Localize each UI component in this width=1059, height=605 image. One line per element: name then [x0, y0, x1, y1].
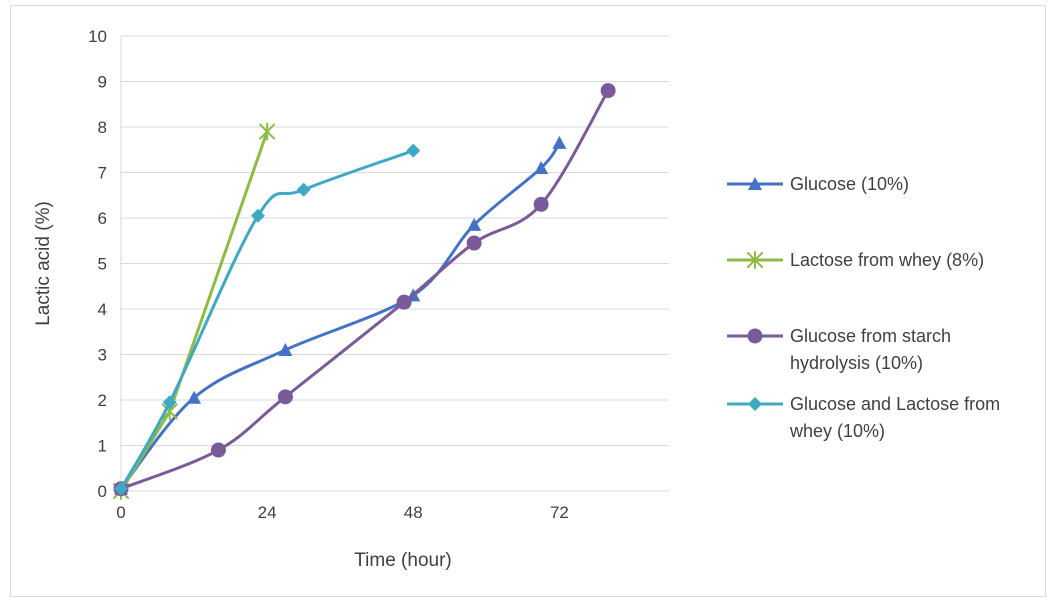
series-2: [113, 122, 276, 500]
legend-marker: [747, 251, 763, 269]
data-point: [114, 481, 128, 496]
y-tick-label: 6: [98, 209, 107, 228]
data-point: [210, 442, 226, 458]
data-point: [251, 208, 265, 223]
x-axis-title: Time (hour): [354, 550, 451, 571]
legend-label: Lactose from whey (8%): [790, 250, 984, 270]
x-tick-label: 72: [550, 503, 569, 522]
data-point: [467, 217, 482, 231]
data-point: [259, 122, 276, 141]
y-tick-label: 2: [98, 391, 107, 410]
y-tick-label: 10: [88, 27, 107, 46]
y-tick-label: 1: [98, 437, 107, 456]
series-1: [114, 135, 567, 495]
series-line: [119, 131, 269, 492]
data-point: [296, 182, 311, 197]
x-tick-label: 24: [258, 503, 277, 522]
axes: [120, 36, 669, 492]
legend-marker: [748, 397, 762, 411]
data-point: [552, 135, 567, 149]
y-tick-labels: 0 1 2 3 4 5 6 7 8 9 10: [88, 27, 107, 501]
line-chart: 0 1 2 3 4 5 6 7 8 9 10 0 24 48 72 Lactic acid (%) Tim…: [33, 27, 1000, 571]
y-tick-label: 7: [98, 164, 107, 183]
x-tick-label: 48: [404, 503, 423, 522]
series-3: [113, 83, 616, 497]
legend-label: Glucose and Lactose from whey (10%): [789, 394, 1000, 441]
y-tick-label: 3: [98, 346, 107, 365]
data-point: [466, 235, 482, 251]
data-point: [277, 389, 293, 405]
series-4: [114, 143, 421, 496]
y-tick-label: 4: [98, 300, 107, 319]
legend: Glucose (10%) Lactose from whey (8%) Gluco…: [727, 174, 1000, 441]
data-point: [534, 160, 549, 174]
x-tick-label: 0: [116, 503, 125, 522]
series-line: [119, 142, 561, 490]
legend-item: Glucose (10%): [727, 174, 909, 194]
legend-item: Glucose from starch hydrolysis (10%): [727, 326, 951, 373]
series-line: [119, 149, 414, 490]
x-tick-labels: 0 24 48 72: [116, 503, 569, 522]
data-point: [533, 196, 549, 212]
legend-item: Glucose and Lactose from whey (10%): [727, 394, 1000, 441]
y-axis-title: Lactic acid (%): [33, 201, 54, 326]
y-tick-label: 5: [98, 255, 107, 274]
legend-label: Glucose from starch hydrolysis (10%): [790, 326, 951, 373]
data-point: [406, 143, 421, 158]
legend-item: Lactose from whey (8%): [727, 250, 984, 270]
data-point: [162, 395, 177, 410]
data-point: [187, 390, 202, 404]
y-tick-label: 0: [98, 482, 107, 501]
legend-marker: [747, 328, 763, 344]
data-point: [600, 83, 616, 99]
legend-label: Glucose (10%): [790, 174, 909, 194]
data-series: [113, 83, 616, 500]
data-point: [396, 294, 412, 310]
data-point: [278, 342, 293, 356]
legend-marker: [748, 177, 762, 190]
y-tick-label: 8: [98, 118, 107, 137]
chart-frame: 0 1 2 3 4 5 6 7 8 9 10 0 24 48 72 Lactic acid (%) Tim…: [10, 5, 1046, 597]
gridlines: [121, 35, 669, 446]
y-tick-label: 9: [98, 73, 107, 92]
series-line: [120, 89, 610, 491]
